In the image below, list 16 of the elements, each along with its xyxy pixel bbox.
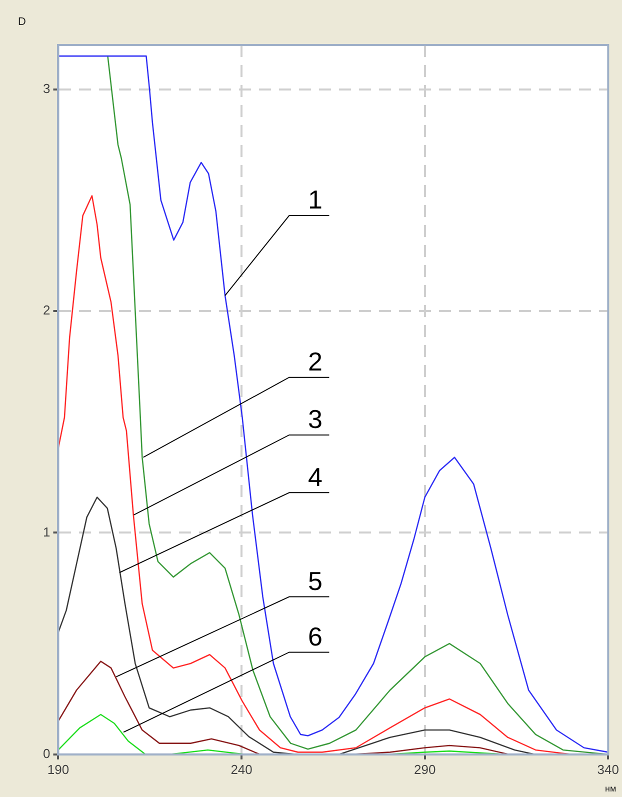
annotation: 1 — [308, 184, 322, 215]
x-tick-label: 290 — [414, 762, 436, 777]
annotation: 3 — [308, 404, 322, 434]
annotation: 5 — [308, 566, 322, 596]
y-tick-label: 0 — [42, 746, 50, 761]
annotation: 2 — [308, 346, 322, 377]
y-axis-title: D — [18, 16, 26, 28]
y-tick-label: 1 — [42, 524, 50, 540]
y-tick-label: 3 — [42, 80, 50, 96]
x-tick-label: 190 — [47, 762, 70, 777]
x-tick-label: 340 — [597, 762, 620, 777]
annotation: 6 — [308, 621, 322, 652]
x-axis-title: нм — [604, 783, 616, 794]
annotation: 4 — [308, 462, 322, 492]
x-tick-label: 240 — [230, 762, 252, 777]
y-tick-label: 2 — [42, 302, 50, 318]
